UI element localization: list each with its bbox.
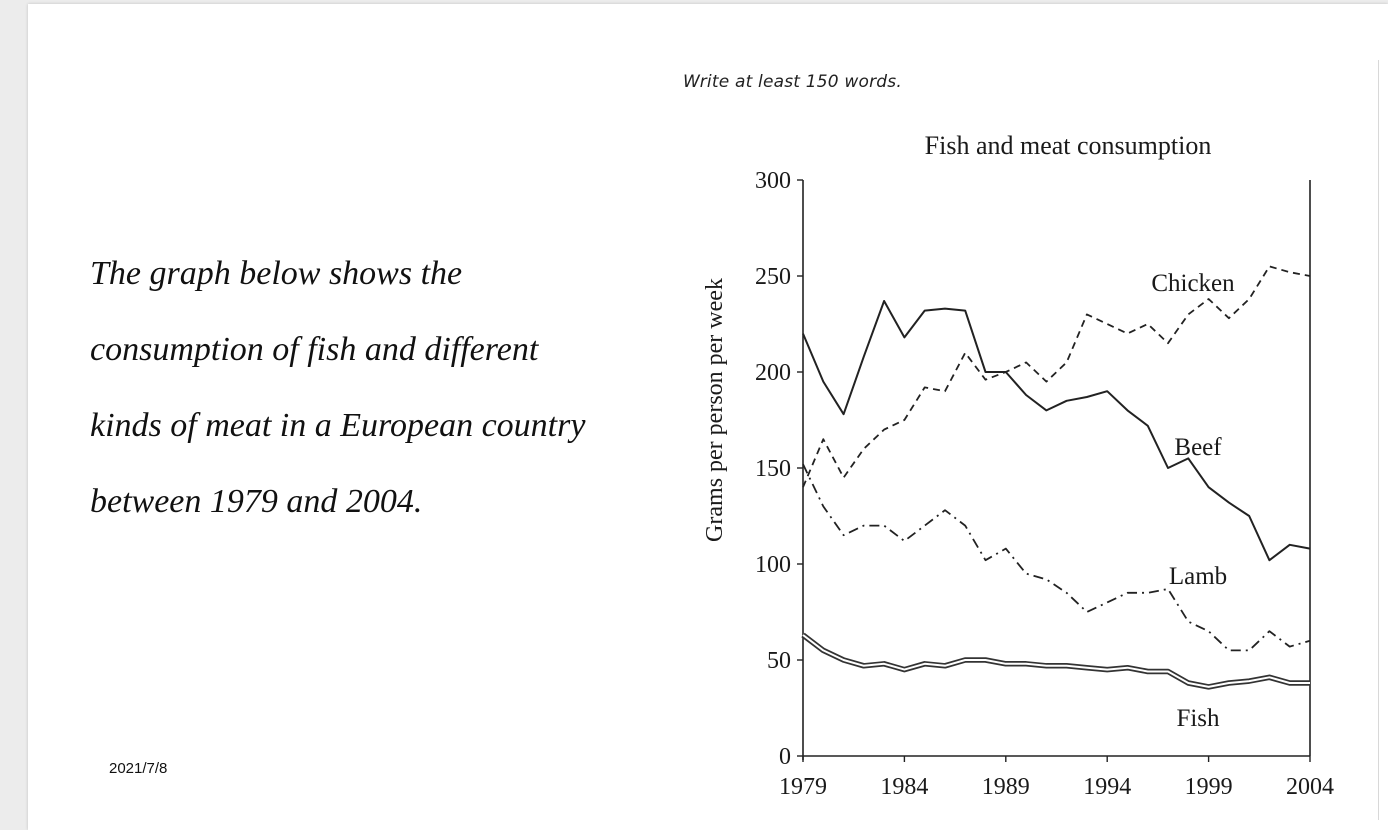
- y-tick-label: 100: [755, 552, 791, 578]
- fish-series-line-inner: [802, 634, 1310, 688]
- x-tick-label: 1999: [1185, 774, 1233, 800]
- fish-series-label: Fish: [1176, 705, 1220, 732]
- x-tick-label: 2004: [1286, 774, 1334, 800]
- y-tick-label: 150: [755, 456, 791, 482]
- slide-divider: [1378, 60, 1379, 820]
- y-axis-label: Grams per person per week: [702, 278, 728, 542]
- y-tick-label: 300: [755, 168, 791, 194]
- task-prompt: The graph below shows the consumption of…: [90, 236, 650, 540]
- slide: Write at least 150 words. The graph belo…: [28, 4, 1388, 830]
- beef-series-line: [802, 300, 1311, 562]
- fish-series-line: [801, 632, 1310, 690]
- x-tick-label: 1979: [779, 774, 827, 800]
- y-tick-label: 0: [779, 744, 791, 770]
- beef-series-label: Beef: [1174, 434, 1222, 461]
- prompt-line: consumption of fish and different: [90, 331, 539, 368]
- prompt-line: The graph below shows the: [90, 255, 463, 292]
- y-tick-label: 50: [767, 648, 791, 674]
- slide-date: 2021/7/8: [109, 760, 168, 777]
- lamb-series-line: [802, 463, 1311, 652]
- x-tick-label: 1994: [1083, 774, 1131, 800]
- chicken-series-line: [802, 265, 1311, 488]
- chart-title: Fish and meat consumption: [925, 131, 1212, 160]
- x-tick-label: 1989: [982, 774, 1030, 800]
- prompt-line: kinds of meat in a European country: [90, 407, 586, 444]
- chicken-series-label: Chicken: [1151, 270, 1235, 297]
- x-tick-label: 1984: [880, 774, 928, 800]
- line-chart: Fish and meat consumption 0 50 100 150 200 250…: [702, 131, 1334, 800]
- y-tick-label: 250: [755, 264, 791, 290]
- prompt-line: between 1979 and 2004.: [90, 483, 423, 520]
- instruction-text: Write at least 150 words.: [683, 72, 902, 92]
- lamb-series-label: Lamb: [1169, 563, 1227, 590]
- y-tick-label: 200: [755, 360, 791, 386]
